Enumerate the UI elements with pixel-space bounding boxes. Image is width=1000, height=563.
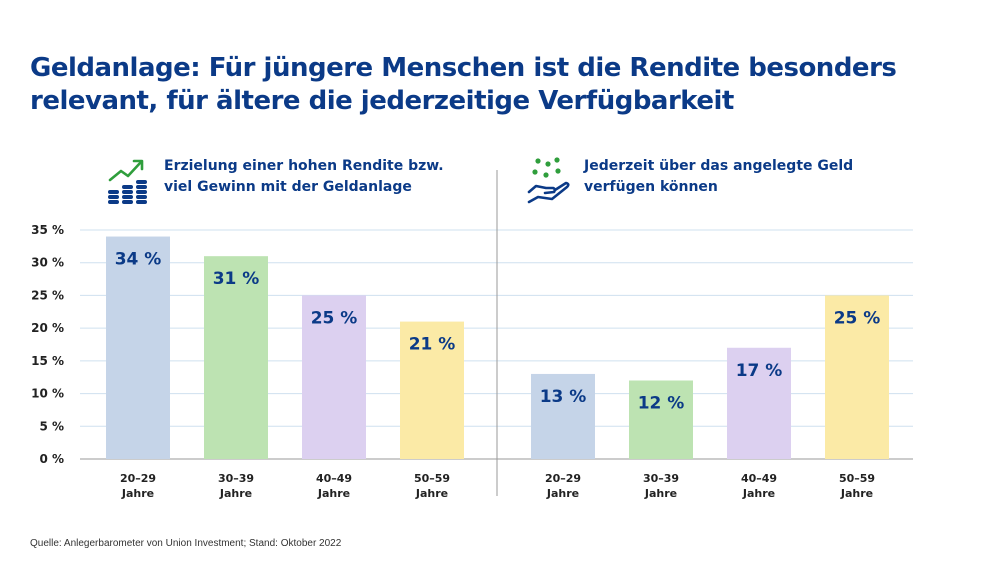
bar <box>825 295 889 459</box>
x-tick-label: Jahre <box>742 487 775 500</box>
legend-left: Erzielung einer hohen Rendite bzw. viel … <box>106 156 444 206</box>
chart-title: Geldanlage: Für jüngere Menschen ist die… <box>30 52 897 118</box>
bar <box>531 373 595 459</box>
x-tick-label: 20–29 <box>545 472 581 485</box>
bar <box>629 380 693 459</box>
data-label: 34 % <box>115 250 162 270</box>
data-label: 25 % <box>311 308 358 328</box>
x-tick-label: 40–49 <box>741 472 777 485</box>
series-title-left: Erzielung einer hohen Rendite bzw. viel … <box>164 156 444 198</box>
x-tick-label: 50–59 <box>414 472 450 485</box>
growth-coins-icon <box>108 159 147 204</box>
chart-title-line-1: Geldanlage: Für jüngere Menschen ist die… <box>30 53 897 83</box>
data-label: 31 % <box>213 269 260 289</box>
bar <box>106 236 170 459</box>
x-tick-label: 40–49 <box>316 472 352 485</box>
data-label: 12 % <box>638 393 685 413</box>
bar <box>204 256 268 459</box>
legend-right: Jederzeit über das angelegte Geld verfüg… <box>526 156 853 206</box>
series-title-right-line-2: verfügen können <box>584 179 718 195</box>
data-label: 21 % <box>409 335 456 355</box>
x-tick-label: 50–59 <box>839 472 875 485</box>
x-tick-label: 30–39 <box>643 472 679 485</box>
x-tick-label: Jahre <box>415 487 448 500</box>
y-tick-label: 10 % <box>31 387 64 401</box>
data-label: 13 % <box>540 387 587 407</box>
y-tick-label: 30 % <box>31 256 64 270</box>
bar <box>400 321 464 459</box>
y-tick-label: 15 % <box>31 354 64 368</box>
series-title-left-line-1: Erzielung einer hohen Rendite bzw. <box>164 158 444 174</box>
x-tick-label: Jahre <box>219 487 252 500</box>
data-label: 25 % <box>834 308 881 328</box>
y-tick-label: 20 % <box>31 321 64 335</box>
x-tick-label: Jahre <box>840 487 873 500</box>
hand-money-icon <box>527 157 570 204</box>
source-note: Quelle: Anlegerbarometer von Union Inves… <box>30 538 342 549</box>
x-tick-label: 30–39 <box>218 472 254 485</box>
x-tick-label: 20–29 <box>120 472 156 485</box>
chart-title-line-2: relevant, für ältere die jederzeitige Ve… <box>30 86 734 116</box>
x-tick-label: Jahre <box>644 487 677 500</box>
series-title-left-line-2: viel Gewinn mit der Geldanlage <box>164 179 412 195</box>
y-tick-label: 25 % <box>31 288 64 302</box>
x-tick-label: Jahre <box>121 487 154 500</box>
x-tick-label: Jahre <box>317 487 350 500</box>
x-tick-label: Jahre <box>546 487 579 500</box>
series-title-right-line-1: Jederzeit über das angelegte Geld <box>584 158 854 174</box>
bar <box>302 295 366 459</box>
y-tick-label: 5 % <box>39 419 64 433</box>
series-title-right: Jederzeit über das angelegte Geld verfüg… <box>584 156 853 198</box>
data-label: 17 % <box>736 361 783 381</box>
bar <box>727 347 791 459</box>
y-tick-label: 0 % <box>39 452 64 466</box>
y-tick-label: 35 % <box>31 223 64 237</box>
